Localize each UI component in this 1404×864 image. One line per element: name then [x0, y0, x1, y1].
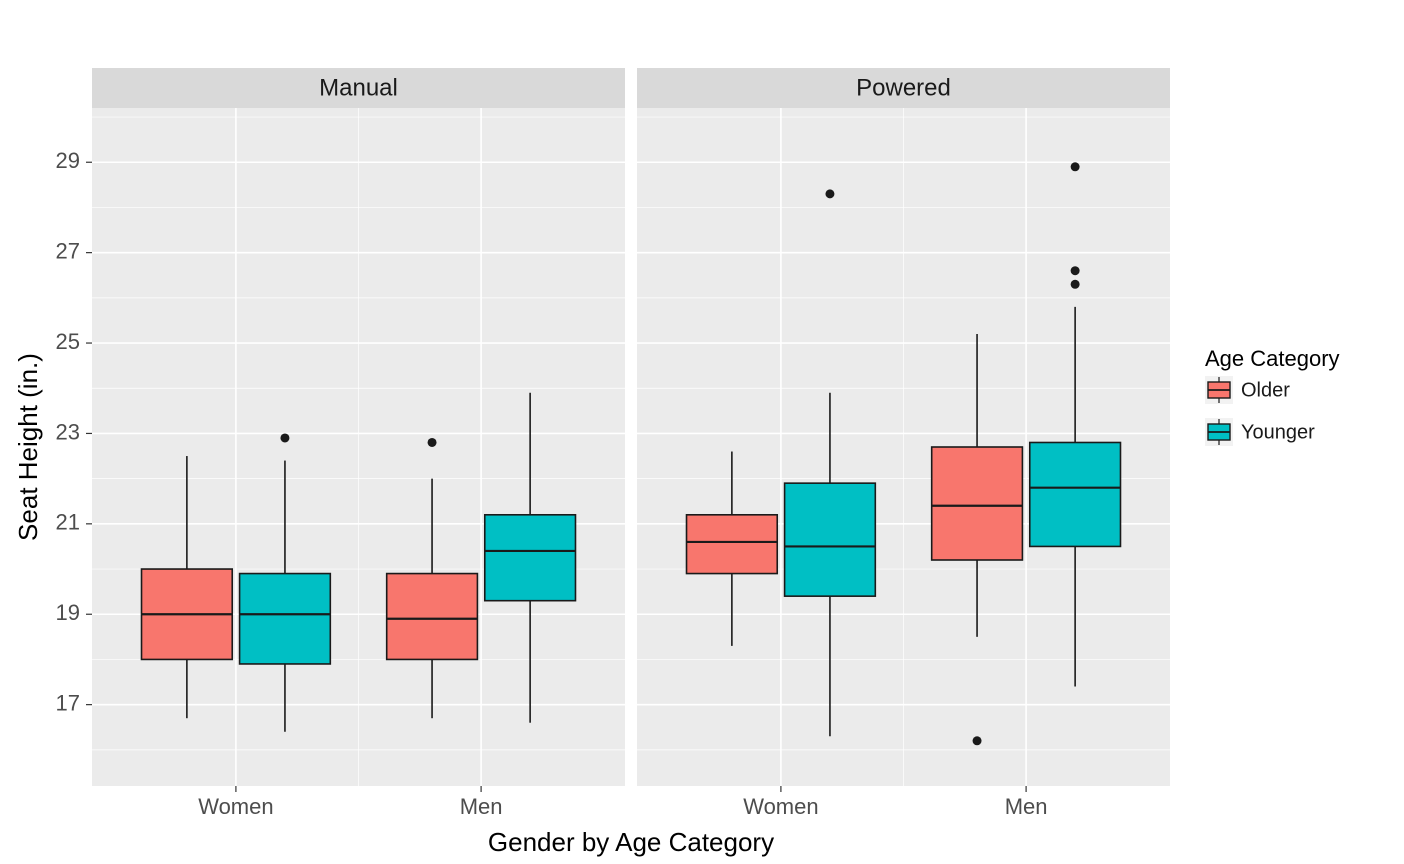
legend-title: Age Category	[1205, 346, 1340, 371]
svg-text:19: 19	[56, 600, 80, 625]
x-axis-title: Gender by Age Category	[488, 827, 774, 857]
boxplot-chart: Manual Powered 17 19 21 23 25 27 29 Seat Height (…	[0, 0, 1404, 864]
legend-item-label: Older	[1241, 379, 1290, 401]
svg-text:Women: Women	[743, 794, 818, 819]
svg-text:Women: Women	[198, 794, 273, 819]
svg-text:17: 17	[56, 690, 80, 715]
svg-text:27: 27	[56, 238, 80, 263]
svg-text:21: 21	[56, 510, 80, 535]
svg-text:Men: Men	[1005, 794, 1048, 819]
legend-item-label: Younger	[1241, 421, 1315, 443]
svg-text:Men: Men	[460, 794, 503, 819]
legend: Age Category Older Younger	[1205, 346, 1340, 446]
svg-text:25: 25	[56, 329, 80, 354]
facet-label-0: Manual	[319, 74, 398, 101]
y-axis-label: Seat Height (in.)	[13, 353, 43, 541]
svg-text:23: 23	[56, 419, 80, 444]
facet-label-1: Powered	[856, 74, 951, 101]
svg-text:29: 29	[56, 148, 80, 173]
